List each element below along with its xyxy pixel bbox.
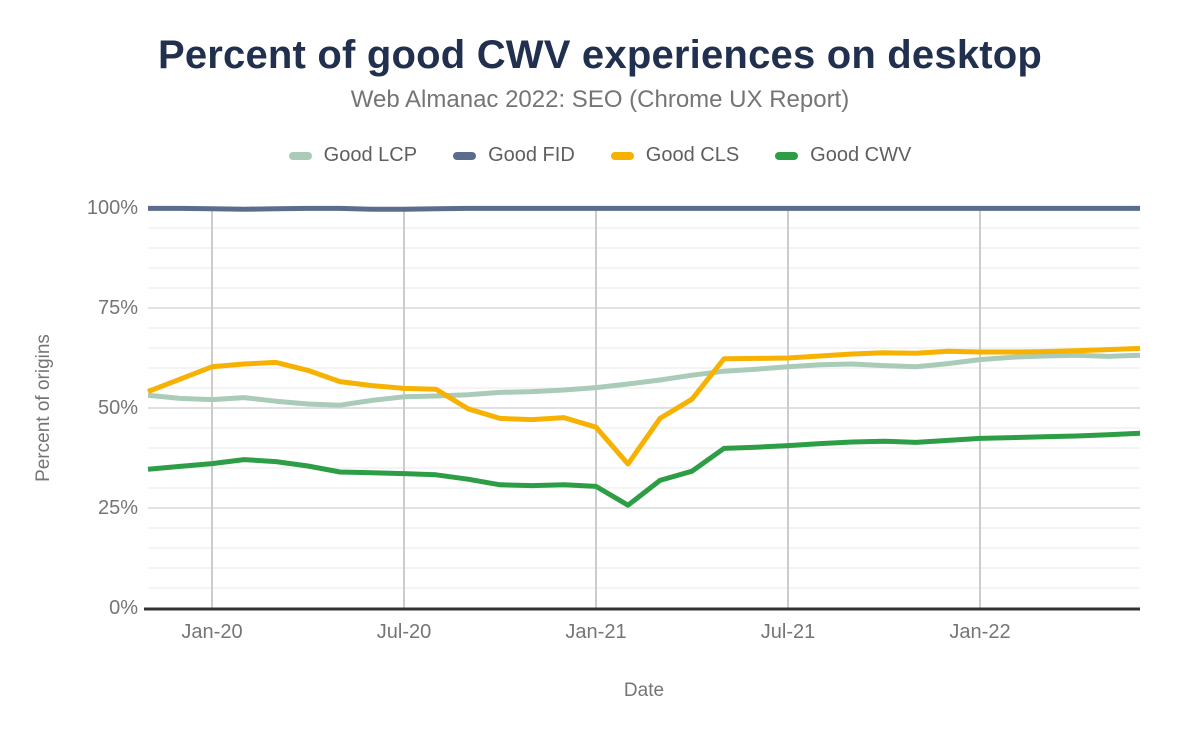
chart-subtitle: Web Almanac 2022: SEO (Chrome UX Report) <box>350 86 850 113</box>
y-axis-title: Percent of origins <box>33 334 54 482</box>
legend-item-good-cls: Good CLS <box>610 144 740 167</box>
legend: Good LCP Good FID Good CLS Good CWV <box>0 144 1200 167</box>
legend-label: Good CWV <box>810 144 912 166</box>
x-tick-label: Jan-22 <box>949 621 1010 643</box>
y-tick-label: 50% <box>98 397 138 419</box>
x-tick-label: Jan-21 <box>565 621 626 643</box>
legend-label: Good LCP <box>323 144 418 166</box>
y-tick-label: 75% <box>98 297 138 319</box>
legend-label: Good FID <box>488 144 575 166</box>
x-tick-label: Jul-20 <box>377 621 431 643</box>
legend-swatch-icon <box>775 151 799 160</box>
series-line-good-fid <box>148 205 1140 212</box>
chart-title: Percent of good CWV experiences on deskt… <box>157 33 1043 77</box>
y-tick-label: 25% <box>98 497 138 519</box>
series-line-good-cls <box>147 345 1141 467</box>
x-tick-label: Jul-21 <box>761 621 815 643</box>
y-tick-label: 0% <box>109 597 138 619</box>
legend-item-good-fid: Good FID <box>453 144 575 167</box>
series-line-good-lcp <box>147 352 1141 408</box>
x-axis-title: Date <box>623 680 665 701</box>
series-line-good-cwv <box>147 430 1141 508</box>
legend-swatch-icon <box>453 151 477 160</box>
legend-item-good-cwv: Good CWV <box>775 144 911 167</box>
legend-swatch-icon <box>610 151 634 160</box>
legend-item-good-lcp: Good LCP <box>288 144 418 167</box>
legend-label: Good CLS <box>645 144 740 166</box>
y-tick-label: 100% <box>87 197 138 219</box>
x-tick-label: Jan-20 <box>181 621 242 643</box>
legend-swatch-icon <box>288 151 312 160</box>
